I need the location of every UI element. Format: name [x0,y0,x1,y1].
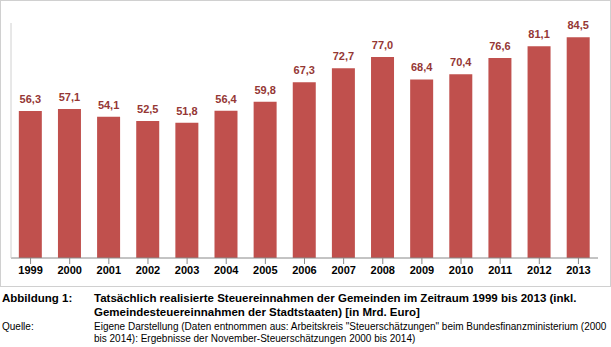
svg-text:67,3: 67,3 [294,64,315,76]
html-text:Quelle:: Quelle: [2,321,34,332]
html-text:Eigene Darstellung (Daten entn: Eigene Darstellung (Daten entnommen aus:… [94,321,607,344]
svg-text:84,5: 84,5 [567,19,588,31]
svg-text:56,3: 56,3 [20,93,41,105]
svg-text:2013: 2013 [566,264,590,276]
svg-text:2005: 2005 [253,264,277,276]
svg-text:2011: 2011 [488,264,512,276]
svg-text:68,4: 68,4 [411,61,433,73]
svg-text:59,8: 59,8 [254,84,275,96]
svg-text:2008: 2008 [371,264,395,276]
svg-text:72,7: 72,7 [333,50,354,62]
svg-text:2012: 2012 [527,264,551,276]
svg-text:76,6: 76,6 [489,40,510,52]
svg-text:56,4: 56,4 [215,93,237,105]
svg-text:2003: 2003 [175,264,199,276]
html-text:Abbildung 1:: Abbildung 1: [2,292,73,304]
svg-text:2007: 2007 [331,264,355,276]
svg-text:2006: 2006 [292,264,316,276]
svg-text:54,1: 54,1 [98,99,119,111]
svg-text:70,4: 70,4 [450,56,472,68]
svg-text:77,0: 77,0 [372,39,393,51]
svg-text:57,1: 57,1 [59,91,80,103]
svg-text:81,1: 81,1 [528,28,549,40]
svg-text:2002: 2002 [136,264,160,276]
svg-text:2000: 2000 [57,264,81,276]
svg-text:2001: 2001 [97,264,121,276]
svg-text:2010: 2010 [449,264,473,276]
svg-text:2004: 2004 [214,264,239,276]
svg-text:51,8: 51,8 [176,105,197,117]
svg-text:2009: 2009 [410,264,434,276]
html-text:Tatsächlich realisierte Steuer: Tatsächlich realisierte Steuereinnahmen … [94,292,577,318]
svg-text:52,5: 52,5 [137,103,158,115]
svg-text:1999: 1999 [18,264,42,276]
